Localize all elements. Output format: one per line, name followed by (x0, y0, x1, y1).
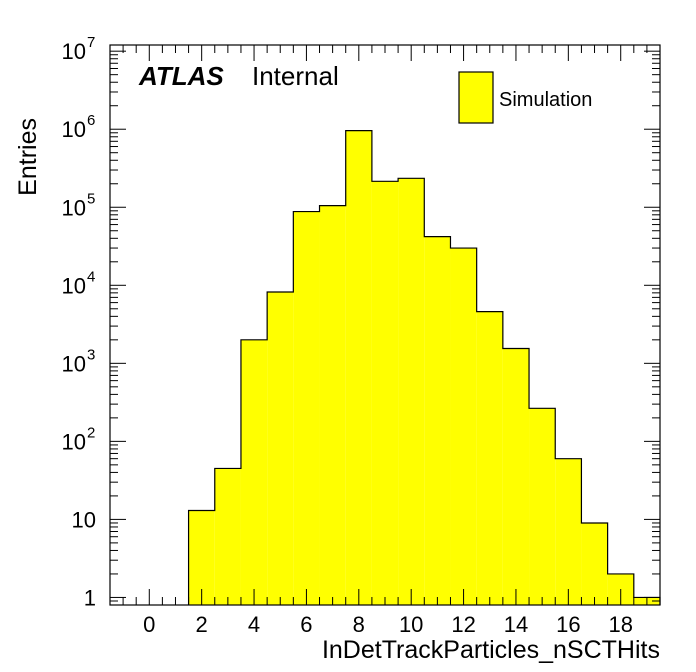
histogram-bar (398, 178, 425, 605)
histogram-bar (424, 236, 451, 605)
y-tick-label: 10 (62, 117, 86, 142)
x-tick-label: 8 (353, 612, 365, 637)
legend-swatch (458, 71, 494, 124)
y-axis-title: Entries (14, 118, 42, 196)
x-tick-label: 18 (608, 612, 632, 637)
y-tick-label: 10 (62, 195, 86, 220)
histogram-bar (502, 348, 530, 605)
atlas-label: ATLAS Internal (138, 61, 339, 91)
x-tick-label: 16 (556, 612, 580, 637)
legend: Simulation (458, 71, 592, 124)
histogram-bar (319, 205, 346, 605)
y-tick-label: 10 (62, 273, 86, 298)
histogram-bar (476, 311, 503, 605)
histogram-bar (371, 181, 399, 605)
atlas-label-internal: Internal (252, 61, 339, 91)
histogram-bar (450, 248, 477, 605)
x-tick-label: 2 (196, 612, 208, 637)
x-axis-ticks (122, 45, 661, 605)
y-tick-label-exponent: 7 (87, 34, 95, 51)
y-tick-label: 1 (84, 585, 96, 610)
histogram-bar (214, 468, 241, 605)
x-tick-label: 10 (399, 612, 423, 637)
y-tick-label-exponent: 2 (87, 424, 95, 441)
histogram-bar (293, 211, 320, 606)
histogram-bar (529, 408, 556, 605)
histogram-bar (555, 458, 582, 605)
histogram-outline (187, 129, 661, 605)
x-tick-label: 0 (143, 612, 155, 637)
y-tick-label-exponent: 6 (87, 112, 95, 129)
y-tick-label: 10 (62, 429, 86, 454)
x-tick-label: 14 (504, 612, 528, 637)
atlas-label-bold: ATLAS (138, 61, 224, 91)
x-axis-title: InDetTrackParticles_nSCTHits (322, 636, 660, 664)
y-tick-label: 10 (72, 507, 96, 532)
y-tick-label-exponent: 5 (87, 190, 95, 207)
x-axis-tick-labels: 0 2 4 6 8 10 12 14 16 18 (143, 612, 633, 637)
x-tick-label: 12 (451, 612, 475, 637)
y-tick-label-exponent: 3 (87, 346, 95, 363)
legend-entry-simulation: Simulation (499, 89, 592, 111)
histogram-bar (345, 130, 372, 605)
histogram-bar (240, 339, 268, 605)
x-tick-label: 4 (248, 612, 260, 637)
y-tick-label-exponent: 4 (87, 268, 95, 285)
histogram-bars (187, 129, 661, 606)
histogram-bar (581, 522, 608, 605)
x-tick-label: 6 (300, 612, 312, 637)
y-tick-label: 10 (62, 351, 86, 376)
y-tick-label: 10 (62, 39, 86, 64)
histogram-bar (267, 292, 294, 605)
y-axis-ticks (110, 50, 660, 606)
